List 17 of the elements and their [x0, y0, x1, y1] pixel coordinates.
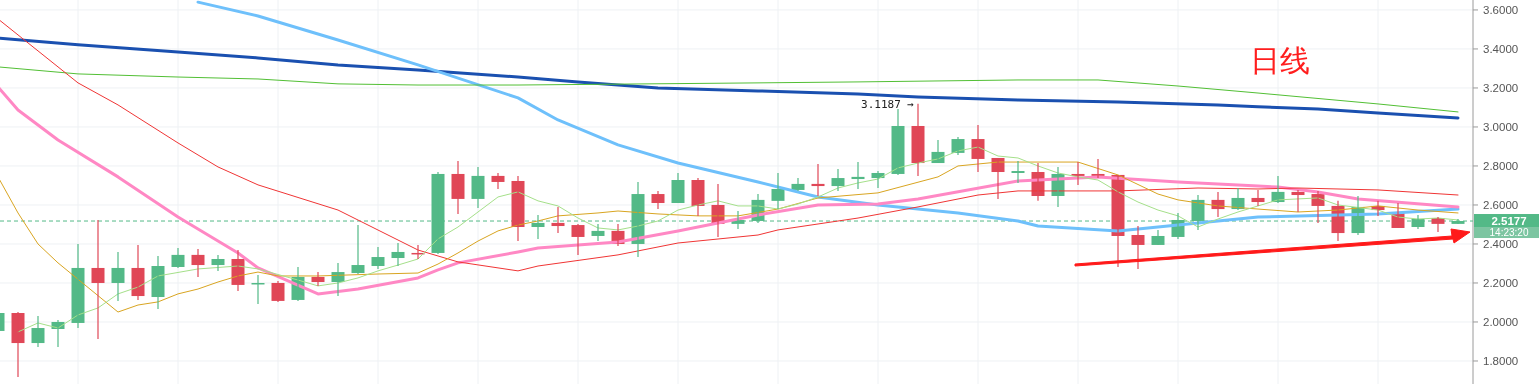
y-tick-label: 2.4000: [1483, 238, 1519, 251]
text: 日线: [1250, 43, 1310, 78]
y-tick-label: 2.6000: [1483, 199, 1519, 212]
y-tick-label: 3.2000: [1483, 82, 1519, 95]
y-tick-label: 1.8000: [1483, 355, 1519, 368]
y-tick-label: 3.4000: [1483, 43, 1519, 56]
y-tick-label: 3.0000: [1483, 121, 1519, 134]
ref-line-label: 2.5177: [1491, 215, 1527, 228]
y-tick-label: 2.2000: [1483, 277, 1519, 290]
text: 14:23:20: [1489, 227, 1529, 239]
line-series: [0, 85, 1460, 296]
y-tick-label: 2.0000: [1483, 316, 1519, 329]
line-series: [0, 36, 1460, 120]
line-series: [0, 18, 1459, 272]
y-tick-label: 2.8000: [1483, 160, 1519, 173]
annotation: 3.1187 →: [861, 97, 915, 111]
y-tick-label: 3.6000: [1483, 4, 1519, 17]
